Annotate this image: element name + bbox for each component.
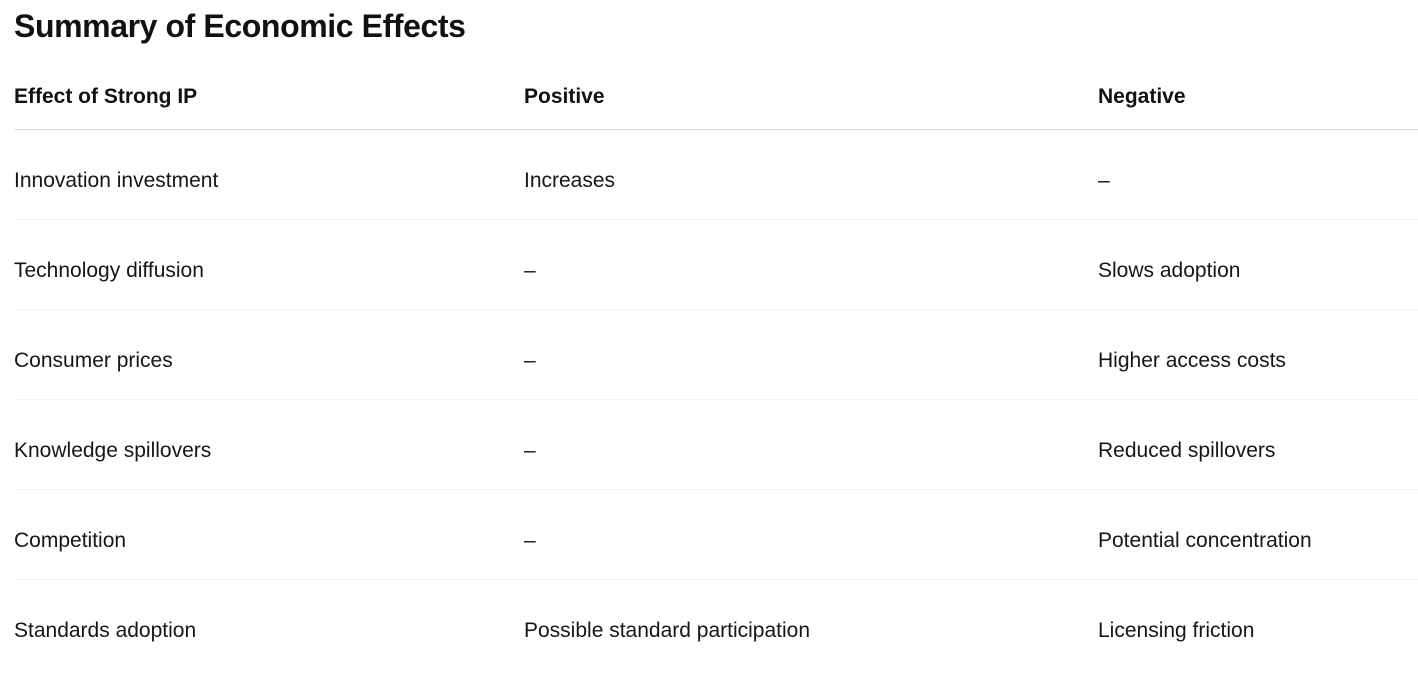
header-cell-positive: Positive — [524, 84, 605, 108]
cell-positive: – — [524, 258, 536, 282]
cell-effect: Innovation investment — [14, 168, 219, 192]
header-cell-effect: Effect of Strong IP — [14, 84, 198, 108]
economic-effects-table: Effect of Strong IP Positive Negative In… — [14, 45, 1418, 669]
table-row: Knowledge spillovers – Reduced spillover… — [14, 400, 1418, 490]
summary-page: Summary of Economic Effects Effect of St… — [0, 8, 1418, 669]
cell-negative: Licensing friction — [1098, 618, 1255, 642]
cell-positive: Possible standard participation — [524, 618, 811, 642]
cell-effect: Consumer prices — [14, 348, 173, 372]
table-row: Consumer prices – Higher access costs — [14, 310, 1418, 400]
page-title: Summary of Economic Effects — [14, 8, 466, 44]
cell-negative: Potential concentration — [1098, 528, 1312, 552]
cell-effect: Knowledge spillovers — [14, 438, 212, 462]
cell-positive: – — [524, 348, 536, 372]
table-row: Standards adoption Possible standard par… — [14, 580, 1418, 669]
cell-negative: Reduced spillovers — [1098, 438, 1276, 462]
cell-negative: Slows adoption — [1098, 258, 1241, 282]
cell-effect: Competition — [14, 528, 127, 552]
cell-effect: Standards adoption — [14, 618, 197, 642]
cell-positive: – — [524, 528, 536, 552]
table-header-row: Effect of Strong IP Positive Negative — [14, 45, 1418, 130]
table-row: Competition – Potential concentration — [14, 490, 1418, 580]
cell-negative: Higher access costs — [1098, 348, 1286, 372]
header-cell-negative: Negative — [1098, 84, 1186, 108]
table-row: Innovation investment Increases – — [14, 130, 1418, 220]
cell-negative: – — [1098, 168, 1110, 192]
cell-positive: Increases — [524, 168, 616, 192]
cell-positive: – — [524, 438, 536, 462]
table-row: Technology diffusion – Slows adoption — [14, 220, 1418, 310]
cell-effect: Technology diffusion — [14, 258, 204, 282]
